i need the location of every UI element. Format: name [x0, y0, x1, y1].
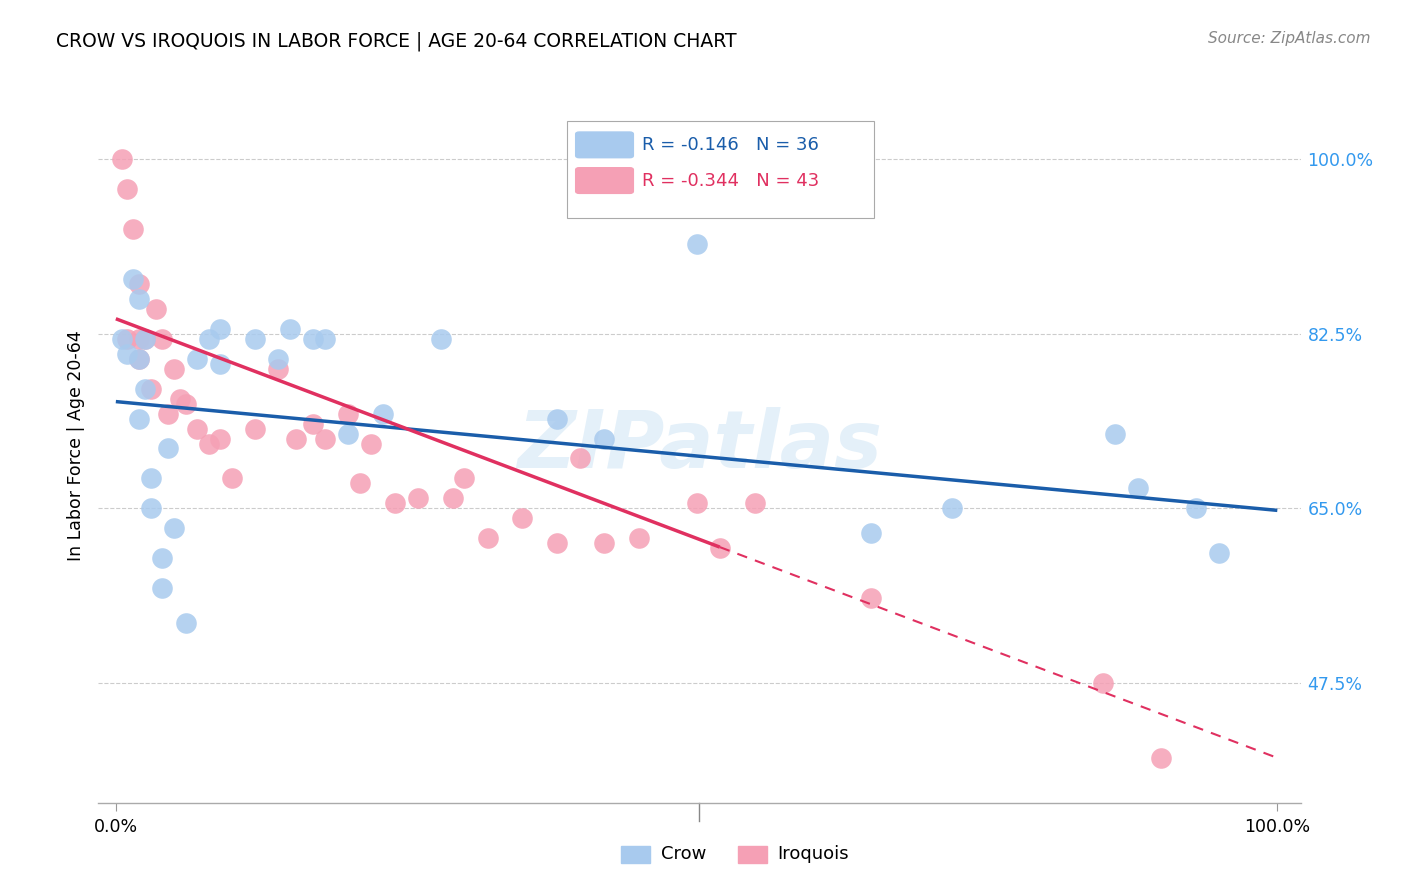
Point [1185, 501, 1208, 516]
Point [267, 351, 290, 366]
Point [430, 332, 453, 346]
Point [117, 332, 139, 346]
Point [128, 411, 150, 425]
Point [592, 536, 614, 550]
Point [337, 426, 360, 441]
Point [709, 541, 731, 556]
Point [1208, 546, 1230, 560]
Point [145, 301, 167, 316]
Point [314, 332, 336, 346]
Point [302, 417, 325, 431]
Text: Source: ZipAtlas.com: Source: ZipAtlas.com [1208, 31, 1371, 46]
Text: Crow: Crow [661, 846, 706, 863]
Point [453, 471, 475, 485]
Text: ZIPatlas: ZIPatlas [517, 407, 882, 485]
Y-axis label: In Labor Force | Age 20-64: In Labor Force | Age 20-64 [66, 331, 84, 561]
FancyBboxPatch shape [575, 132, 633, 158]
Point [546, 536, 568, 550]
Point [941, 501, 963, 516]
Point [209, 322, 232, 336]
Point [1150, 751, 1173, 765]
Point [186, 421, 208, 435]
Point [744, 496, 766, 510]
Point [163, 361, 186, 376]
FancyBboxPatch shape [621, 846, 650, 863]
Text: R = -0.344   N = 43: R = -0.344 N = 43 [641, 171, 820, 189]
Point [859, 591, 882, 606]
Point [128, 292, 150, 306]
Point [128, 277, 150, 291]
Point [245, 421, 267, 435]
Point [209, 357, 232, 371]
Point [592, 432, 614, 446]
Point [406, 491, 429, 506]
Point [477, 531, 499, 545]
Point [267, 361, 290, 376]
Point [209, 432, 232, 446]
Point [111, 152, 134, 166]
Point [139, 501, 162, 516]
Point [174, 396, 197, 410]
Point [134, 332, 156, 346]
Point [111, 332, 134, 346]
Text: R = -0.146   N = 36: R = -0.146 N = 36 [641, 136, 818, 153]
Point [117, 347, 139, 361]
Point [337, 407, 360, 421]
Point [139, 382, 162, 396]
Point [302, 332, 325, 346]
Point [512, 511, 534, 525]
Point [163, 521, 186, 535]
Point [150, 581, 173, 595]
Point [284, 432, 307, 446]
Point [128, 351, 150, 366]
Point [314, 432, 336, 446]
Point [150, 332, 173, 346]
Point [157, 407, 180, 421]
Point [441, 491, 464, 506]
Point [157, 442, 180, 456]
Text: CROW VS IROQUOIS IN LABOR FORCE | AGE 20-64 CORRELATION CHART: CROW VS IROQUOIS IN LABOR FORCE | AGE 20… [56, 31, 737, 51]
Point [278, 322, 301, 336]
Point [245, 332, 267, 346]
Point [117, 182, 139, 196]
Point [859, 526, 882, 541]
Point [546, 411, 568, 425]
FancyBboxPatch shape [575, 168, 633, 194]
Point [122, 272, 145, 286]
Point [169, 392, 191, 406]
Point [360, 436, 382, 450]
FancyBboxPatch shape [567, 121, 873, 218]
Point [685, 496, 707, 510]
Point [1126, 482, 1149, 496]
Point [221, 471, 243, 485]
Point [128, 351, 150, 366]
Point [174, 616, 197, 631]
Point [197, 332, 219, 346]
Point [139, 471, 162, 485]
Point [134, 382, 156, 396]
FancyBboxPatch shape [738, 846, 766, 863]
Point [685, 236, 707, 251]
Point [384, 496, 406, 510]
Point [150, 551, 173, 566]
Point [349, 476, 371, 491]
Point [569, 451, 592, 466]
Point [627, 531, 650, 545]
Point [1092, 676, 1115, 690]
Point [197, 436, 219, 450]
Point [371, 407, 394, 421]
Point [186, 351, 208, 366]
Point [122, 222, 145, 236]
Point [1104, 426, 1126, 441]
Point [128, 332, 150, 346]
Point [134, 332, 156, 346]
Text: Iroquois: Iroquois [778, 846, 849, 863]
